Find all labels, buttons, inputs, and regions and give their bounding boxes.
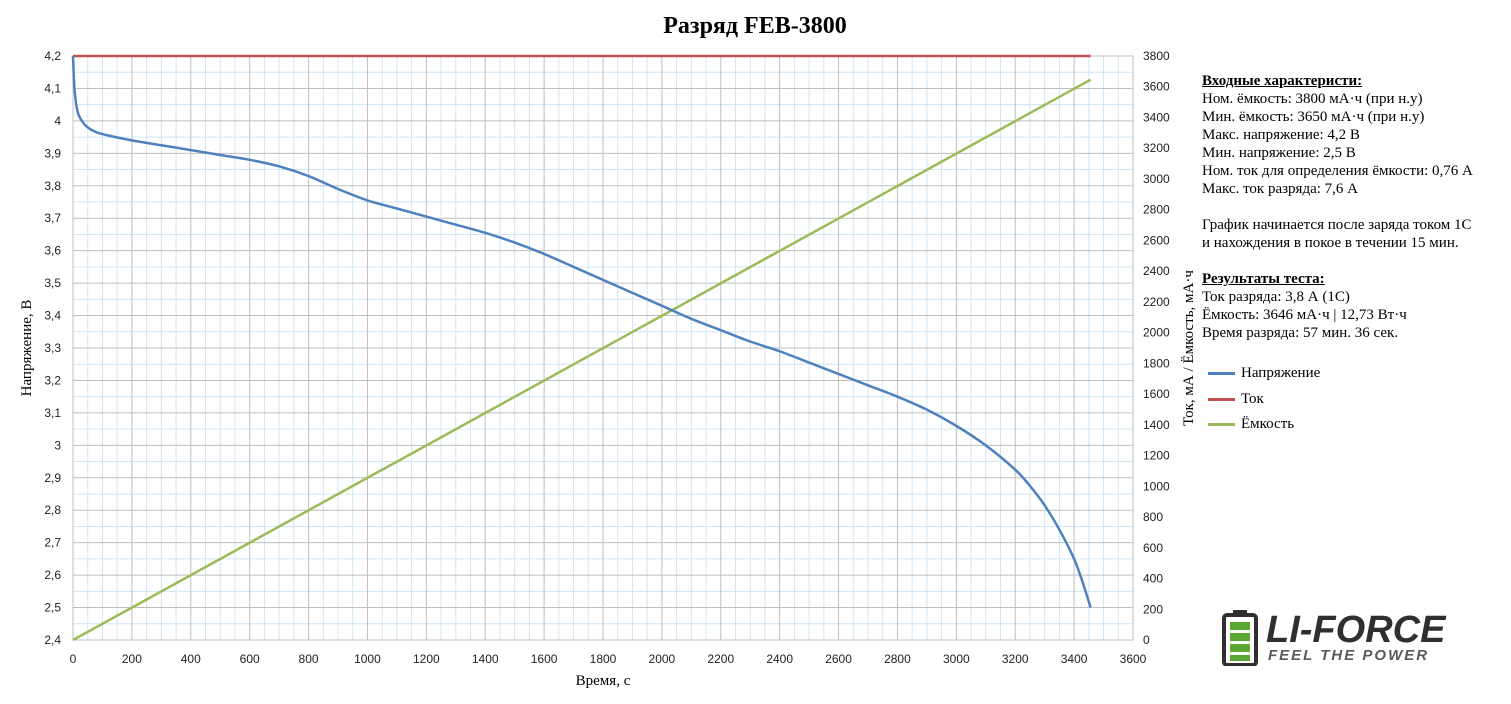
x-tick-label: 2000 — [649, 652, 676, 666]
logo-tagline: FEEL THE POWER — [1268, 647, 1430, 664]
battery-icon — [1222, 610, 1258, 666]
legend-label: Ёмкость — [1241, 416, 1295, 433]
x-tick-label: 1600 — [531, 652, 558, 666]
legend-item-capacity: Ёмкость — [1208, 412, 1320, 438]
x-tick-label: 1000 — [354, 652, 381, 666]
x-tick-labels: 0 200 400 600 800 1000 1200 1400 1600 1800 2000 220… — [70, 652, 1147, 666]
legend-swatch — [1208, 423, 1235, 427]
legend-item-voltage: Напряжение — [1208, 361, 1320, 387]
x-tick-label: 3200 — [1002, 652, 1029, 666]
right-y-tick-label: 2800 — [1143, 203, 1170, 217]
input-line: Макс. напряжение: 4,2 В — [1202, 127, 1360, 143]
left-y-tick-label: 2,6 — [44, 568, 61, 582]
right-y-tick-label: 600 — [1143, 541, 1163, 555]
right-y-tick-label: 3800 — [1143, 49, 1170, 63]
x-tick-label: 600 — [240, 652, 260, 666]
left-y-tick-label: 3,9 — [44, 146, 61, 160]
left-y-tick-label: 3,1 — [44, 406, 61, 420]
left-y-tick-labels: 2,4 2,5 2,6 2,7 2,8 2,9 3 3,1 3,2 3,3 3,4 3,5 3,6 3,7… — [44, 49, 61, 647]
right-y-tick-labels: 0 200 400 600 800 1000 1200 1400 1600 1800 2000 220… — [1143, 49, 1170, 647]
right-y-tick-label: 200 — [1143, 602, 1163, 616]
x-tick-label: 2200 — [707, 652, 734, 666]
left-y-tick-label: 4 — [54, 114, 61, 128]
left-y-tick-label: 2,4 — [44, 633, 61, 647]
right-y-axis-label: Ток, мА / Ёмкость, мА·ч — [1180, 270, 1197, 426]
note-line: и нахождения в покое в течении 15 мин. — [1202, 235, 1459, 251]
x-tick-label: 2400 — [766, 652, 793, 666]
right-y-tick-label: 2400 — [1143, 264, 1170, 278]
left-y-tick-label: 2,5 — [44, 601, 61, 615]
right-y-tick-label: 2600 — [1143, 233, 1170, 247]
result-line: Ток разряда: 3,8 А (1С) — [1202, 289, 1350, 305]
right-y-tick-label: 3600 — [1143, 80, 1170, 94]
left-y-tick-label: 3,4 — [44, 309, 61, 323]
input-line: Макс. ток разряда: 7,6 А — [1202, 181, 1358, 197]
result-line: Ёмкость: 3646 мА·ч | 12,73 Вт·ч — [1202, 307, 1407, 323]
left-y-tick-label: 3,3 — [44, 341, 61, 355]
x-tick-label: 3400 — [1061, 652, 1088, 666]
result-line: Время разряда: 57 мин. 36 сек. — [1202, 325, 1399, 341]
input-line: Мин. напряжение: 2,5 В — [1202, 145, 1356, 161]
right-y-tick-label: 1600 — [1143, 387, 1170, 401]
left-y-tick-label: 3,2 — [44, 373, 61, 387]
x-tick-label: 200 — [122, 652, 142, 666]
legend-swatch — [1208, 397, 1235, 401]
left-y-tick-label: 3,5 — [44, 276, 61, 290]
left-y-tick-label: 4,1 — [44, 81, 61, 95]
input-line: Ном. ток для определения ёмкости: 0,76 А — [1202, 163, 1473, 179]
x-tick-label: 2800 — [884, 652, 911, 666]
input-line: Мин. ёмкость: 3650 мА·ч (при н.у) — [1202, 109, 1425, 125]
right-y-tick-label: 2200 — [1143, 295, 1170, 309]
left-y-tick-label: 3 — [54, 438, 61, 452]
right-y-tick-label: 3400 — [1143, 110, 1170, 124]
info-panel: Входные характеристи: Ном. ёмкость: 3800… — [1202, 72, 1502, 342]
series-layer — [71, 54, 1092, 642]
right-y-tick-label: 0 — [1143, 633, 1150, 647]
left-y-axis-label: Напряжение, В — [19, 300, 35, 397]
left-y-tick-label: 3,7 — [44, 211, 61, 225]
left-y-tick-label: 3,8 — [44, 179, 61, 193]
right-y-tick-label: 3200 — [1143, 141, 1170, 155]
left-y-tick-label: 4,2 — [44, 49, 61, 63]
test-results-heading: Результаты теста: — [1202, 271, 1325, 287]
x-axis-label: Время, с — [576, 673, 631, 689]
left-y-tick-label: 3,6 — [44, 244, 61, 258]
x-tick-label: 3000 — [943, 652, 970, 666]
legend-swatch — [1208, 372, 1235, 376]
x-tick-label: 2600 — [825, 652, 852, 666]
series-line-capacity — [72, 78, 1092, 642]
note-line: График начинается после заряда током 1С — [1202, 217, 1472, 233]
right-y-tick-label: 2000 — [1143, 326, 1170, 340]
right-y-tick-label: 1000 — [1143, 479, 1170, 493]
left-y-tick-label: 2,7 — [44, 536, 61, 550]
right-y-tick-label: 1400 — [1143, 418, 1170, 432]
series-line-voltage — [71, 55, 1092, 608]
input-characteristics-heading: Входные характеристи: — [1202, 73, 1363, 89]
right-y-tick-label: 400 — [1143, 572, 1163, 586]
x-tick-label: 1200 — [413, 652, 440, 666]
right-y-tick-label: 1200 — [1143, 449, 1170, 463]
left-y-tick-label: 2,9 — [44, 471, 61, 485]
legend-label: Напряжение — [1241, 365, 1321, 382]
logo-brand: LI-FORCE — [1266, 609, 1446, 651]
right-y-tick-label: 800 — [1143, 510, 1163, 524]
legend: Напряжение Ток Ёмкость — [1208, 361, 1320, 438]
x-tick-label: 1400 — [472, 652, 499, 666]
legend-label: Ток — [1241, 390, 1264, 407]
x-tick-label: 3600 — [1120, 652, 1147, 666]
x-tick-label: 0 — [70, 652, 77, 666]
input-line: Ном. ёмкость: 3800 мА·ч (при н.у) — [1202, 91, 1423, 107]
x-tick-label: 800 — [299, 652, 319, 666]
right-y-tick-label: 3000 — [1143, 172, 1170, 186]
legend-item-current: Ток — [1208, 387, 1320, 413]
chart-title: Разряд FEB-3800 — [663, 13, 846, 39]
x-tick-label: 400 — [181, 652, 201, 666]
right-y-tick-label: 1800 — [1143, 356, 1170, 370]
li-force-logo: LI-FORCE FEEL THE POWER — [1222, 608, 1452, 668]
x-tick-label: 1800 — [590, 652, 617, 666]
left-y-tick-label: 2,8 — [44, 503, 61, 517]
